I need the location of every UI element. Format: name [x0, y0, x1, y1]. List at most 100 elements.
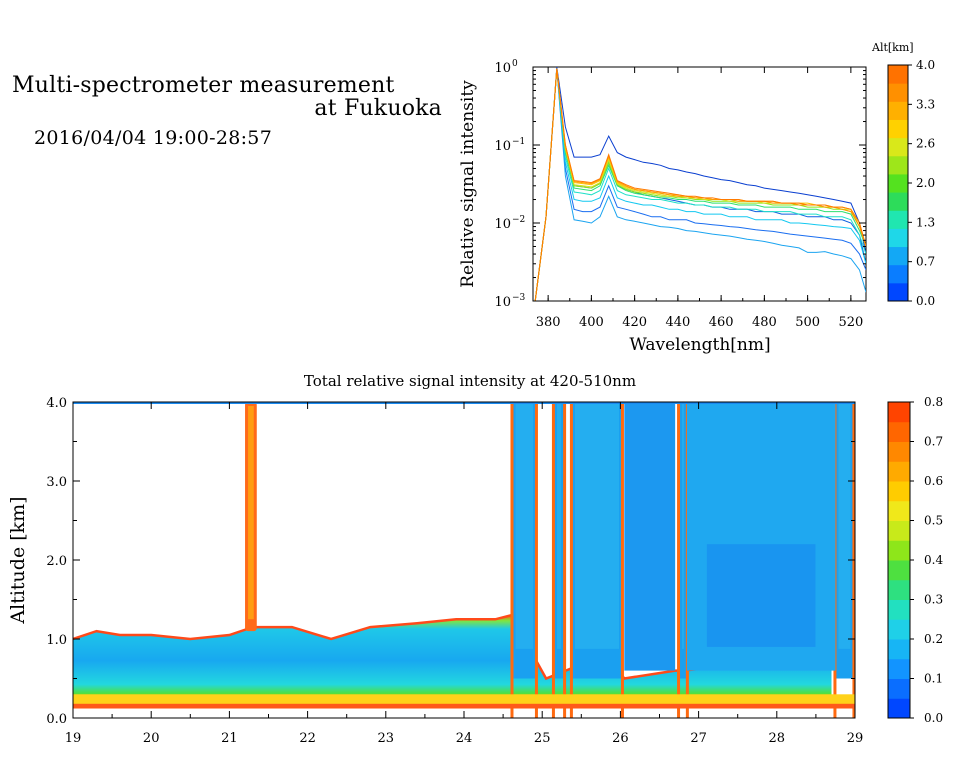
title-line-2: at Fukuoka — [314, 96, 442, 121]
spectrum-series-line-11 — [534, 68, 866, 301]
spectrum-ytick-exponent: 0 — [512, 59, 518, 69]
altitude-colorbar-cell — [888, 264, 908, 284]
spectrum-series-line-3 — [534, 68, 866, 301]
spectrum-xtick-label: 520 — [838, 315, 863, 330]
high-cloud-streak-core — [248, 406, 254, 620]
intensity-colorbar-cell — [888, 639, 910, 660]
spectrum-ytick-label: 10 — [494, 295, 511, 310]
intensity-colorbar-label: 0.5 — [924, 514, 943, 528]
altitude-colorbar-cell — [888, 282, 908, 302]
intensity-colorbar-cell — [888, 540, 910, 561]
intensity-colorbar-cell — [888, 658, 910, 679]
heatmap-xtick-label: 29 — [847, 731, 864, 746]
intensity-colorbar-cell — [888, 500, 910, 521]
clear-column-inner — [515, 404, 533, 649]
clear-column-inner — [574, 404, 619, 649]
altitude-colorbar-label: 0.7 — [916, 255, 935, 269]
heatmap-xtick-label: 22 — [299, 731, 316, 746]
intensity-colorbar-cell — [888, 402, 910, 423]
spectrum-ytick-label: 10 — [494, 217, 511, 232]
measurement-datetime: 2016/04/04 19:00-28:57 — [34, 127, 273, 149]
heatmap-xtick-label: 20 — [143, 731, 160, 746]
title-line-1: Multi-spectrometer measurement — [12, 73, 395, 98]
clear-column-edge-left — [551, 402, 555, 718]
clear-column-edge-right — [620, 402, 624, 718]
surface-layer-edge — [73, 703, 855, 709]
intensity-colorbar-cell — [888, 481, 910, 502]
spectrum-xtick-label: 500 — [795, 315, 820, 330]
figure-title: Multi-spectrometer measurement at Fukuok… — [12, 74, 442, 120]
clear-block-mid — [624, 402, 676, 671]
intensity-colorbar: 0.8 0.7 0.6 0.5 0.4 0.3 0.2 0.1 0.0 — [887, 395, 943, 725]
altitude-colorbar-label: 4.0 — [916, 58, 935, 72]
heatmap-xtick-label: 28 — [769, 731, 786, 746]
intensity-colorbar-label: 0.4 — [924, 553, 943, 567]
spectrum-ytick-exponent: −3 — [512, 293, 526, 303]
altitude-colorbar-label: 1.3 — [916, 215, 935, 229]
low-cloud-layer — [73, 615, 832, 707]
spectrum-series-line-6 — [534, 68, 866, 301]
surface-layer — [73, 694, 855, 707]
altitude-colorbar-cell — [888, 101, 908, 120]
altitude-colorbar-cell — [888, 83, 908, 102]
spectrum-xtick-label: 440 — [665, 315, 690, 330]
intensity-colorbar-label: 0.1 — [924, 672, 943, 686]
spectrum-series-line-0 — [534, 67, 866, 301]
intensity-colorbar-label: 0.6 — [924, 474, 943, 488]
heatmap-ytick-label: 1.0 — [46, 633, 67, 648]
altitude-colorbar-label: 0.0 — [916, 294, 935, 308]
clear-column-edge-left — [510, 402, 514, 718]
intensity-colorbar-cell — [888, 560, 910, 581]
heatmap-xtick-label: 26 — [612, 731, 629, 746]
clear-column-edge-right — [563, 402, 567, 718]
spectrum-ytick-exponent: −2 — [512, 215, 525, 225]
altitude-colorbar-cell — [888, 210, 908, 229]
intensity-colorbar-cell — [888, 441, 910, 462]
intensity-colorbar-cell — [888, 619, 910, 640]
heatmap-xtick-label: 27 — [690, 731, 707, 746]
intensity-colorbar-cell — [888, 421, 910, 442]
spectrum-xtick-label: 460 — [709, 315, 734, 330]
clear-column-edge-left — [677, 402, 681, 718]
clear-column-edge-left — [569, 402, 573, 718]
heatmap-xtick-label: 21 — [221, 731, 238, 746]
clear-block-core — [706, 544, 816, 647]
intensity-colorbar-cell — [888, 520, 910, 541]
spectrum-xlabel: Wavelength[nm] — [629, 335, 770, 355]
spectrum-xtick-label: 380 — [536, 315, 561, 330]
altitude-colorbar-cell — [888, 192, 908, 211]
intensity-colorbar-label: 0.3 — [924, 593, 943, 607]
spectrum-series-line-4 — [534, 68, 866, 301]
spectrum-ytick-label: 10 — [494, 61, 511, 76]
spectrum-ylabel: Relative signal intensity — [458, 80, 478, 288]
intensity-colorbar-cell — [888, 678, 910, 699]
heatmap-xtick-label: 23 — [378, 731, 395, 746]
heatmap-plot: Total relative signal intensity at 420-5… — [7, 372, 863, 746]
clear-column-edge-right — [534, 402, 538, 718]
altitude-colorbar-cell — [888, 228, 908, 248]
altitude-colorbar-cell — [888, 119, 908, 139]
altitude-colorbar-cell — [888, 246, 908, 266]
altitude-colorbar-cell — [888, 65, 908, 84]
altitude-colorbar-label: 2.0 — [916, 176, 935, 190]
intensity-colorbar-cell — [888, 461, 910, 482]
spectrum-series-line-2 — [534, 68, 866, 301]
heatmap-ylabel: Altitude [km] — [7, 496, 29, 624]
heatmap-xtick-label: 25 — [534, 731, 551, 746]
intensity-colorbar-label: 0.2 — [924, 632, 943, 646]
spectrum-series-line-5 — [534, 68, 866, 301]
altitude-colorbar-cell — [888, 173, 908, 193]
altitude-colorbar: Alt[km] 4.0 3.3 2.6 2.0 1.3 0.7 0.0 — [871, 41, 935, 308]
heatmap-xtick-label: 19 — [65, 731, 82, 746]
spectrum-xtick-label: 480 — [752, 315, 777, 330]
heatmap-ytick-label: 0.0 — [46, 712, 67, 727]
intensity-colorbar-cell — [888, 698, 910, 719]
altitude-colorbar-label: 3.3 — [916, 97, 935, 111]
intensity-colorbar-label: 0.0 — [924, 711, 943, 725]
altitude-colorbar-title: Alt[km] — [871, 41, 914, 54]
clear-column-inner — [838, 404, 851, 649]
heatmap-ytick-label: 2.0 — [46, 554, 67, 569]
intensity-colorbar-cell — [888, 579, 910, 600]
intensity-colorbar-label: 0.7 — [924, 435, 943, 449]
